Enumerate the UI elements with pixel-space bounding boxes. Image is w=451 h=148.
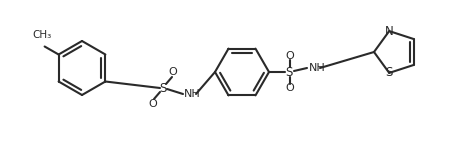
Text: S: S (159, 82, 166, 95)
Text: S: S (385, 66, 392, 79)
Text: NH: NH (308, 63, 325, 73)
Text: NH: NH (184, 89, 200, 99)
Text: O: O (285, 83, 294, 93)
Text: CH₃: CH₃ (32, 30, 51, 41)
Text: O: O (148, 99, 157, 109)
Text: O: O (285, 51, 294, 61)
Text: N: N (384, 25, 393, 38)
Text: O: O (168, 67, 177, 77)
Text: S: S (285, 66, 292, 78)
